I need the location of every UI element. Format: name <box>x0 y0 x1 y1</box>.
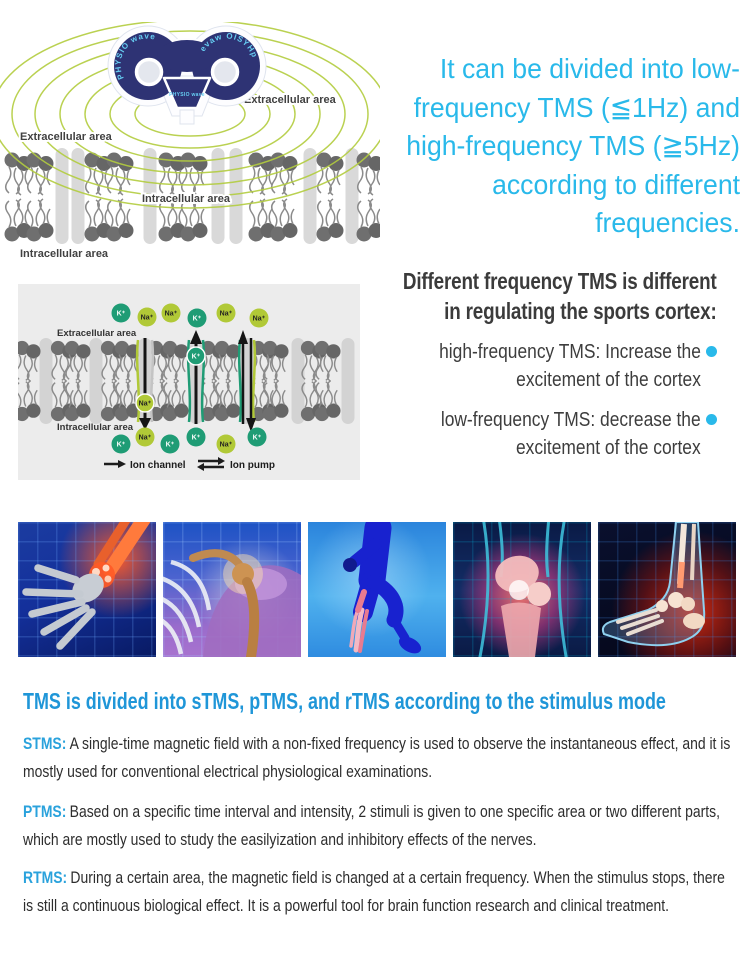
intro-line: according to different <box>492 168 740 200</box>
ion-intracellular-label: Intracellular area <box>57 422 134 433</box>
intro-line: It can be divided into low- <box>439 53 740 84</box>
svg-text:K⁺: K⁺ <box>192 435 201 442</box>
gallery-image-shoulder <box>163 522 301 657</box>
bullet-high-frequency: high-frequency TMS: Increase the excitem… <box>400 338 717 394</box>
coil-membrane-diagram: Extracellular area Extracellular area In… <box>0 22 380 262</box>
bullet-low-frequency: low-frequency TMS: decrease the exciteme… <box>402 406 717 462</box>
stimulus-heading: TMS is divided into sTMS, pTMS, and rTMS… <box>23 688 666 714</box>
extracellular-label-right: Extracellular area <box>244 94 337 106</box>
ion-in-channel-na: Na⁺ <box>135 393 155 413</box>
gallery-image-knee <box>453 522 591 657</box>
ptms-label: PTMS: <box>23 802 67 821</box>
intracellular-label-mid: Intracellular area <box>142 193 231 205</box>
legend-ion-pump: Ion pump <box>230 460 275 471</box>
legend-ion-channel: Ion channel <box>130 460 186 471</box>
svg-text:Na⁺: Na⁺ <box>165 311 178 318</box>
extracellular-ions: K⁺ Na⁺ Na⁺ K⁺ Na⁺ Na⁺ <box>111 303 269 328</box>
intro-line: frequency TMS (≦1Hz) and <box>413 91 740 123</box>
svg-text:K⁺: K⁺ <box>253 435 262 442</box>
intracellular-ions: K⁺ Na⁺ K⁺ K⁺ Na⁺ K⁺ <box>111 427 267 454</box>
svg-text:K⁺: K⁺ <box>117 442 126 449</box>
intro-text: It can be divided into low- frequency TM… <box>360 50 740 243</box>
ptms-paragraph: PTMS: Based on a specific time interval a… <box>23 802 720 849</box>
svg-text:Na⁺: Na⁺ <box>220 442 233 449</box>
svg-text:Na⁺: Na⁺ <box>139 401 152 408</box>
intracellular-label-bottom: Intracellular area <box>20 248 109 260</box>
svg-text:Na⁺: Na⁺ <box>253 316 266 323</box>
svg-text:Na⁺: Na⁺ <box>141 315 154 322</box>
gallery-image-runner <box>308 522 446 657</box>
frequency-section: Different frequency TMS is different in … <box>334 266 717 462</box>
rtms-label: RTMS: <box>23 868 68 887</box>
stms-paragraph: STMS: A single-time magnetic field with a… <box>23 734 731 781</box>
sodium-channel <box>135 338 155 430</box>
frequency-heading: Different frequency TMS is different in … <box>403 268 717 324</box>
svg-text:K⁺: K⁺ <box>117 311 126 318</box>
stms-label: STMS: <box>23 734 67 753</box>
coil-hole-right <box>210 57 240 87</box>
svg-text:Na⁺: Na⁺ <box>220 311 233 318</box>
intro-line: high-frequency TMS (≧5Hz) <box>406 130 740 161</box>
device-handle-logo: PHYSIO wave <box>169 92 205 98</box>
svg-text:K⁺: K⁺ <box>166 442 175 449</box>
ion-channel-diagram: Na⁺ K⁺ K⁺ Na⁺ Na⁺ K⁺ Na⁺ Na⁺ K⁺ Na⁺ K⁺ K… <box>18 284 360 480</box>
ion-pump-channel <box>237 330 257 432</box>
ion-legend: Ion channel Ion pump <box>104 457 275 471</box>
bullet-dot-icon <box>706 414 717 425</box>
tms-coil-device: PHYSIO wave evaw OISYHp PHYSIO wave <box>107 25 267 125</box>
body-parts-gallery <box>18 522 736 657</box>
grid-overlay <box>598 522 736 657</box>
svg-text:Na⁺: Na⁺ <box>139 435 152 442</box>
potassium-channel <box>186 330 206 424</box>
intro-line: frequencies. <box>595 207 740 238</box>
bullet-dot-icon <box>706 346 717 357</box>
coil-hole-left <box>134 57 164 87</box>
ion-in-channel-k: K⁺ <box>186 346 206 366</box>
svg-text:K⁺: K⁺ <box>193 316 202 323</box>
rtms-paragraph: RTMS: During a certain area, the magnetic… <box>23 868 725 915</box>
bullet-text: low-frequency TMS: decrease the exciteme… <box>441 409 701 459</box>
bullet-text: high-frequency TMS: Increase the excitem… <box>439 341 701 391</box>
ion-extracellular-label: Extracellular area <box>57 328 137 339</box>
gallery-image-ankle <box>598 522 736 657</box>
gallery-image-wrist <box>18 522 156 657</box>
extracellular-label-left: Extracellular area <box>20 131 113 143</box>
svg-text:K⁺: K⁺ <box>192 354 201 361</box>
